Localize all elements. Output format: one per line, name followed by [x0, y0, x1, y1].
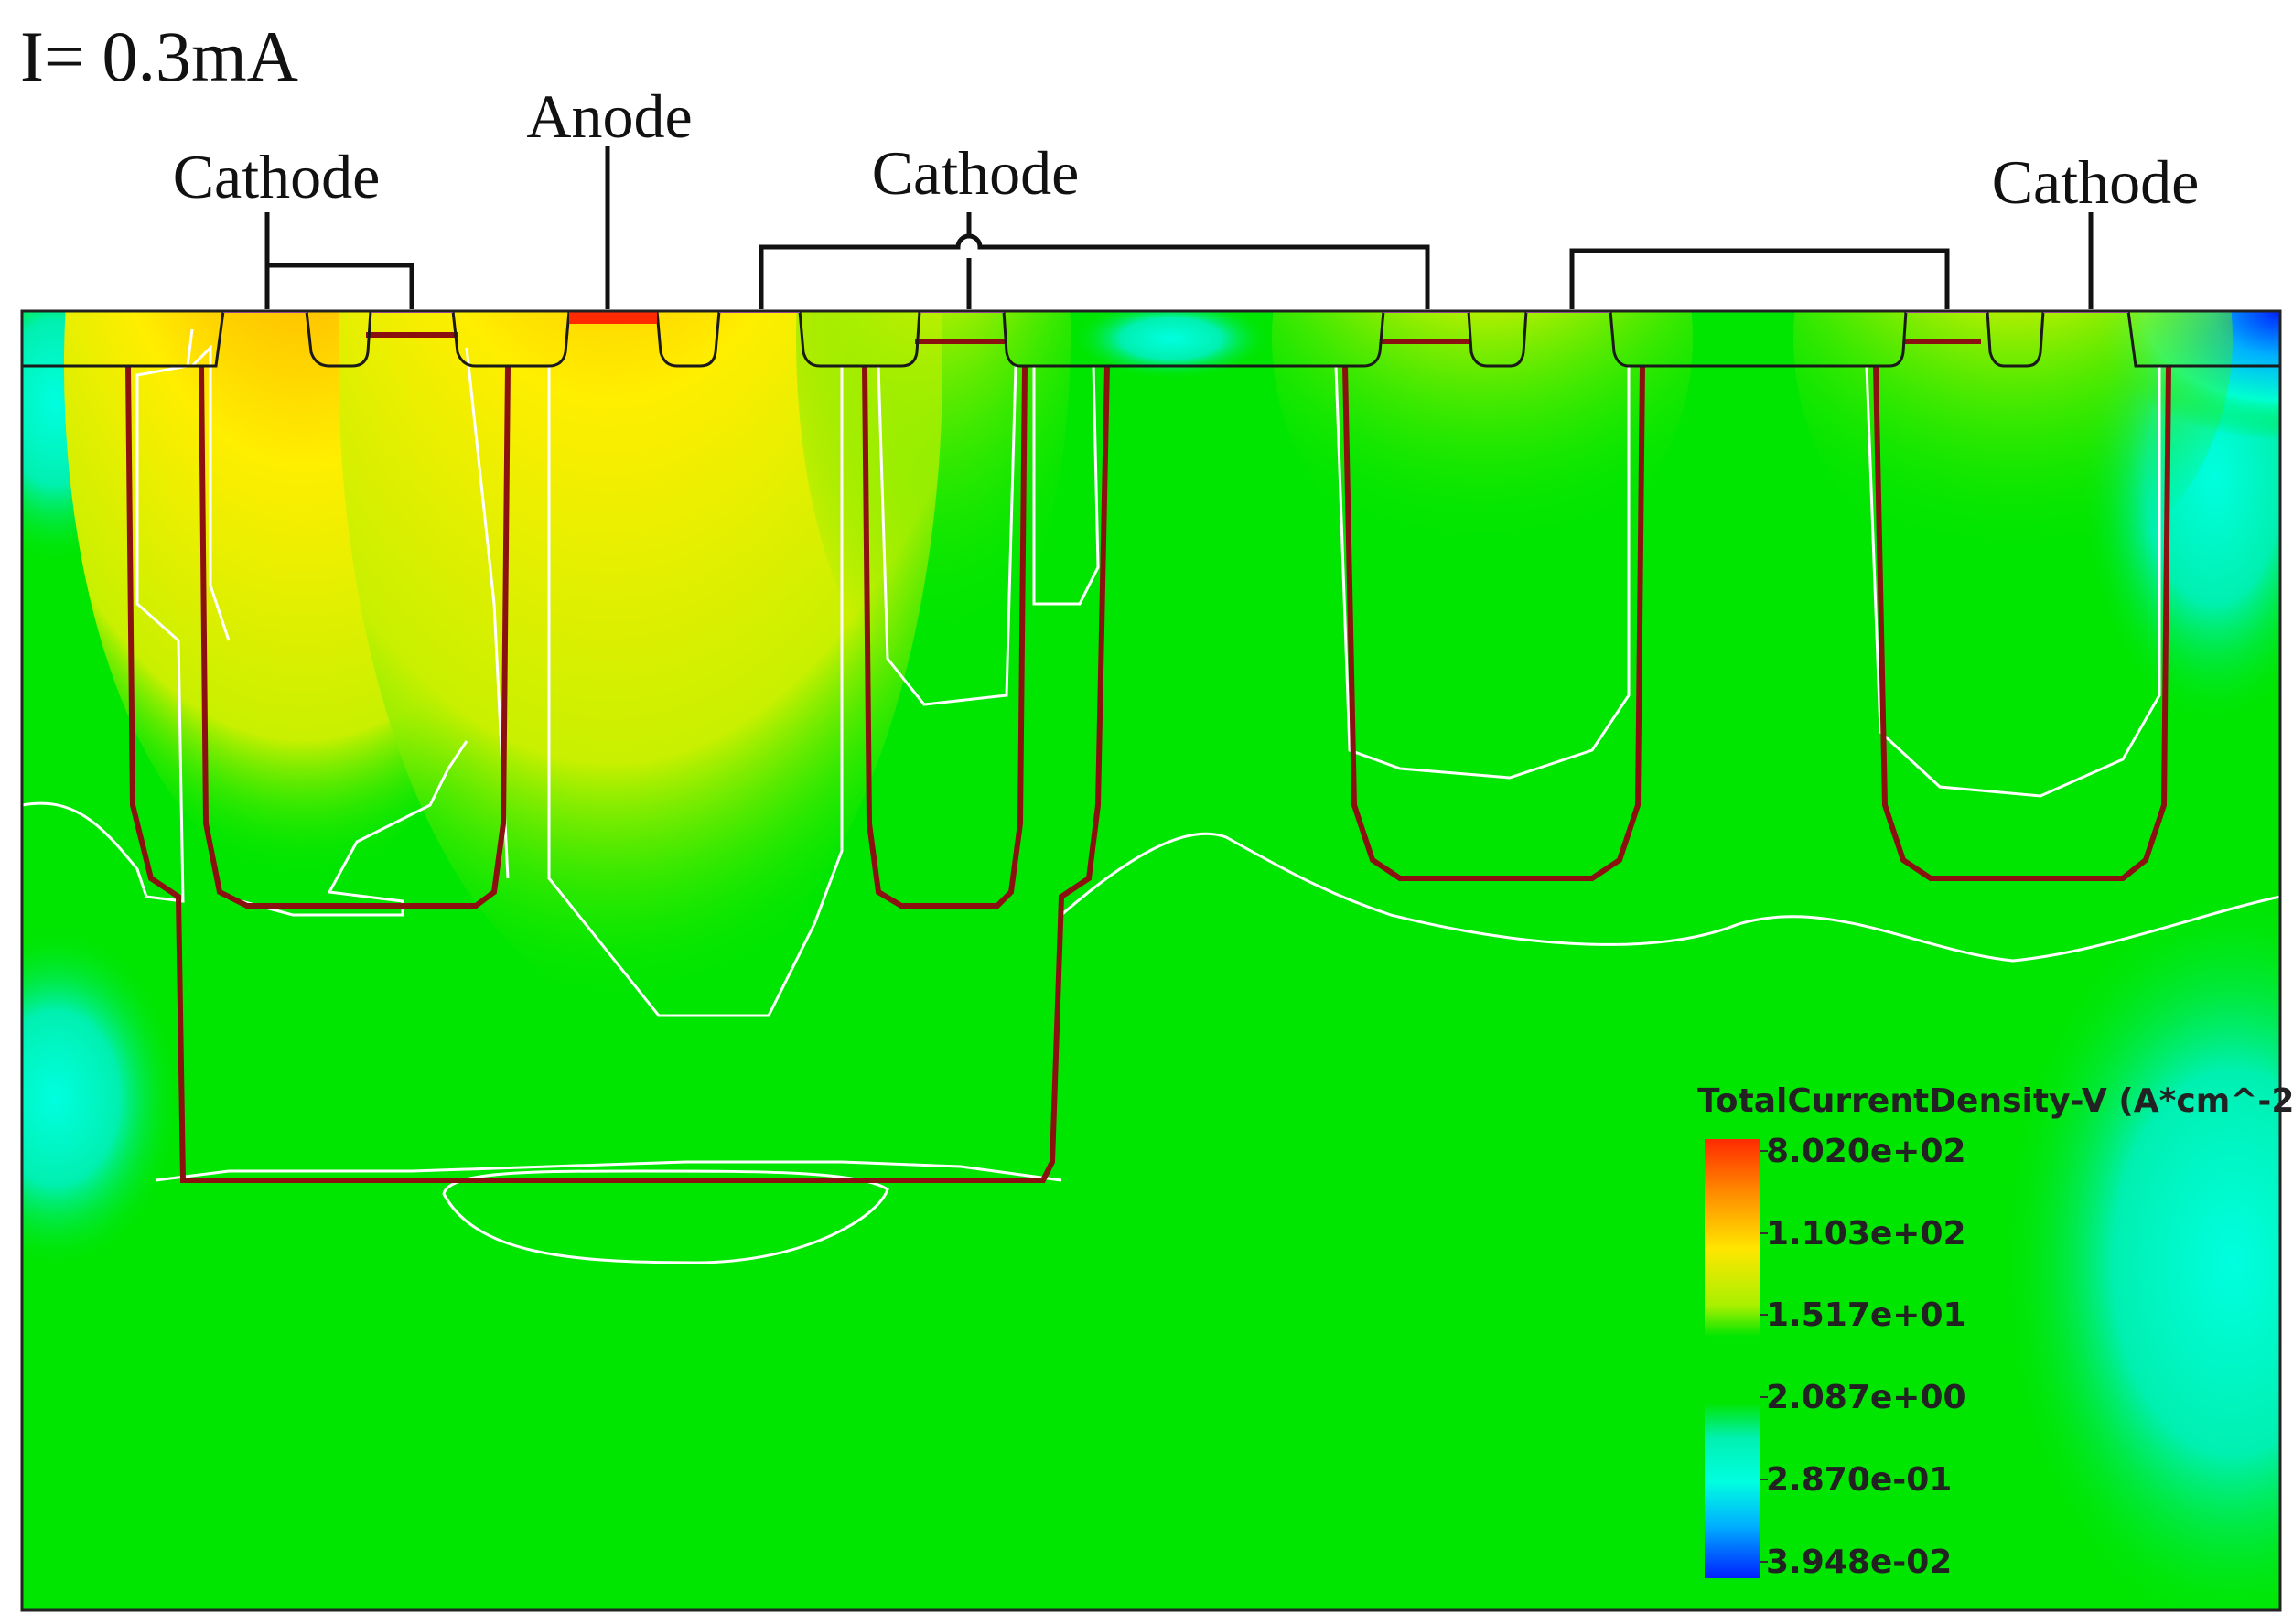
legend-tick-label: 8.020e+02: [1766, 1133, 1966, 1170]
hotspot-anode: [339, 311, 942, 1006]
wire-cathode-left: [264, 212, 414, 309]
legend-tick-label: 2.870e-01: [1766, 1461, 1952, 1499]
terminal-wiring: [264, 146, 2094, 309]
legend-ticks: [1760, 1150, 1768, 1563]
junction-right-finger-2: [1873, 365, 2171, 881]
iso-contours: [22, 328, 2280, 1264]
wire-cathode-mid: [759, 233, 1430, 309]
anode-contact-red: [569, 311, 657, 324]
label-cathode-right: Cathode: [1992, 147, 2200, 217]
colorbar-legend: TotalCurrentDensity-V (A*cm^-2) 8.020e+0…: [1697, 1082, 2293, 1581]
junction-mid-finger: [862, 365, 1028, 909]
cyan-region-right: [1995, 878, 2280, 1610]
cyan-region-left-bottom: [22, 924, 183, 1272]
wire-cathode-mid-right: [1569, 248, 1950, 309]
cyan-region-mid-top: [1071, 311, 1272, 380]
field-border: [20, 309, 2282, 1612]
junction-deep-well: [125, 365, 1110, 1183]
label-anode: Anode: [526, 81, 692, 151]
hotspot-right-finger-1: [1272, 311, 1693, 576]
legend-title: TotalCurrentDensity-V (A*cm^-2): [1697, 1082, 2293, 1120]
legend-tick-label: 3.948e-02: [1766, 1543, 1952, 1581]
current-label: I= 0.3mA: [20, 16, 298, 96]
legend-tick-label: 1.103e+02: [1766, 1215, 1966, 1253]
legend-tick-label: 1.517e+01: [1766, 1296, 1966, 1334]
junction-left-finger: [199, 365, 511, 909]
hotspot-right-finger-2: [1793, 311, 2233, 586]
legend-colorbar: [1705, 1139, 1760, 1578]
legend-tick-label: 2.087e+00: [1766, 1379, 1966, 1416]
label-cathode-left: Cathode: [173, 142, 381, 211]
label-cathode-middle: Cathode: [872, 138, 1080, 208]
junction-right-finger-1: [1342, 365, 1645, 881]
junction-lines: [125, 332, 2171, 1183]
surface-structure: [22, 311, 2280, 368]
